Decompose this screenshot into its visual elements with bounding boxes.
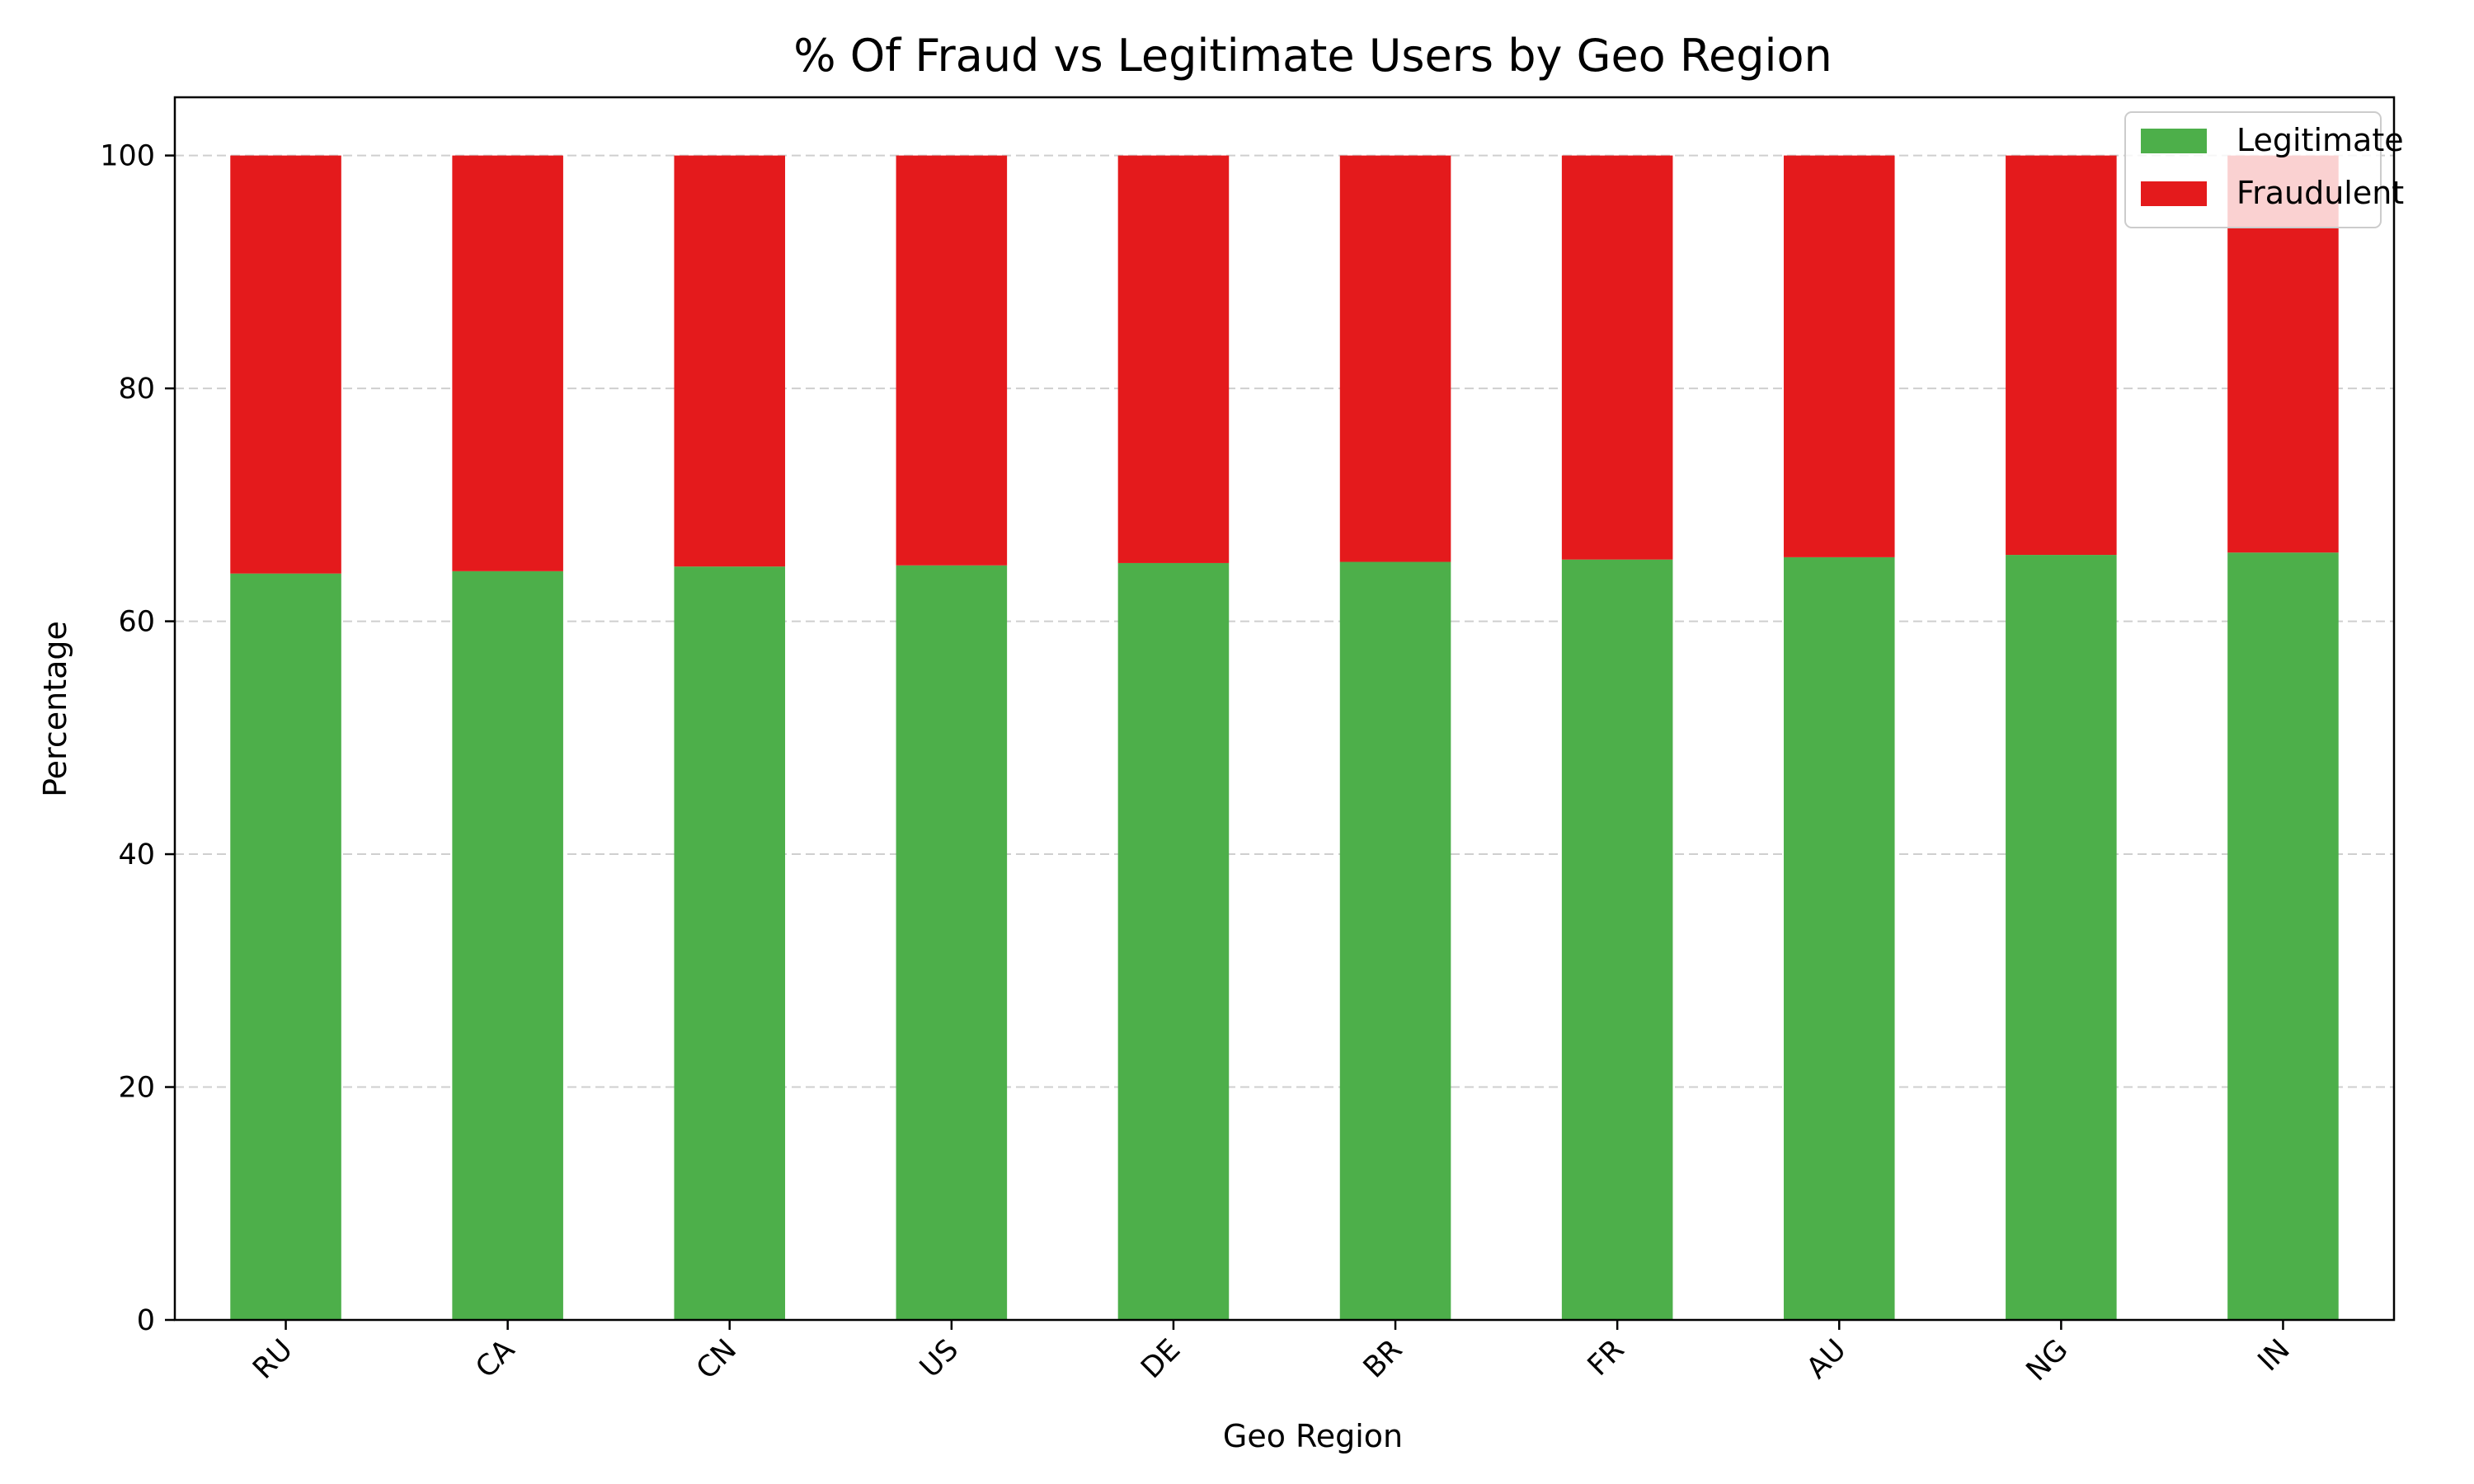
legend: Legitimate Fraudulent bbox=[2124, 111, 2404, 228]
bar-fraudulent-fr bbox=[1561, 155, 1673, 560]
bar-legitimate-de bbox=[1117, 562, 1230, 1320]
y-tick-label: 40 bbox=[118, 838, 155, 871]
y-tick-label: 60 bbox=[118, 606, 155, 639]
bar-legitimate-ru bbox=[230, 573, 341, 1320]
legend-swatch-legitimate bbox=[2141, 129, 2207, 153]
bar-fraudulent-au bbox=[1783, 155, 1895, 557]
bar-legitimate-in bbox=[2227, 552, 2339, 1320]
chart-title: % Of Fraud vs Legitimate Users by Geo Re… bbox=[793, 30, 1832, 82]
x-tick-label: AU bbox=[1800, 1333, 1852, 1385]
bar-fraudulent-de bbox=[1117, 155, 1230, 563]
y-tick-label: 0 bbox=[137, 1304, 155, 1337]
bar-legitimate-ca bbox=[452, 571, 563, 1320]
bar-legitimate-us bbox=[896, 565, 1008, 1320]
bar-fraudulent-ng bbox=[2006, 155, 2117, 556]
bar-legitimate-au bbox=[1783, 556, 1895, 1320]
y-axis: 0 20 40 60 80 100 bbox=[100, 140, 175, 1337]
bar-legitimate-br bbox=[1339, 561, 1451, 1320]
bar-fraudulent-br bbox=[1339, 155, 1451, 562]
bars bbox=[230, 155, 2339, 1320]
plot-frame bbox=[173, 96, 2396, 1322]
x-tick-label: FR bbox=[1582, 1333, 1631, 1383]
y-axis-label: Percentage bbox=[37, 621, 73, 797]
x-tick-label: DE bbox=[1135, 1333, 1187, 1385]
x-tick-label: CN bbox=[690, 1333, 743, 1386]
x-axis-label: Geo Region bbox=[1223, 1418, 1403, 1454]
bar-legitimate-ng bbox=[2006, 555, 2117, 1320]
bar-legitimate-fr bbox=[1561, 559, 1673, 1320]
legend-label-legitimate: Legitimate bbox=[2236, 122, 2404, 158]
bar-fraudulent-ca bbox=[452, 155, 563, 571]
x-tick-label: RU bbox=[247, 1333, 299, 1386]
bar-fraudulent-ru bbox=[230, 155, 341, 574]
legend-label-fraudulent: Fraudulent bbox=[2236, 175, 2404, 211]
y-tick-label: 80 bbox=[118, 373, 155, 406]
x-tick-label: NG bbox=[2020, 1333, 2075, 1388]
x-tick-label: US bbox=[914, 1333, 965, 1384]
y-tick-label: 20 bbox=[118, 1072, 155, 1105]
bar-legitimate-cn bbox=[674, 566, 786, 1320]
x-tick-label: IN bbox=[2252, 1333, 2297, 1378]
bar-fraudulent-us bbox=[896, 155, 1008, 566]
x-axis: RU CA CN US DE BR FR AU NG IN bbox=[247, 1320, 2297, 1388]
x-tick-label: CA bbox=[470, 1333, 522, 1385]
bar-fraudulent-cn bbox=[674, 155, 786, 567]
legend-swatch-fraudulent bbox=[2141, 181, 2207, 206]
y-tick-label: 100 bbox=[100, 140, 155, 173]
x-tick-label: BR bbox=[1357, 1333, 1409, 1384]
